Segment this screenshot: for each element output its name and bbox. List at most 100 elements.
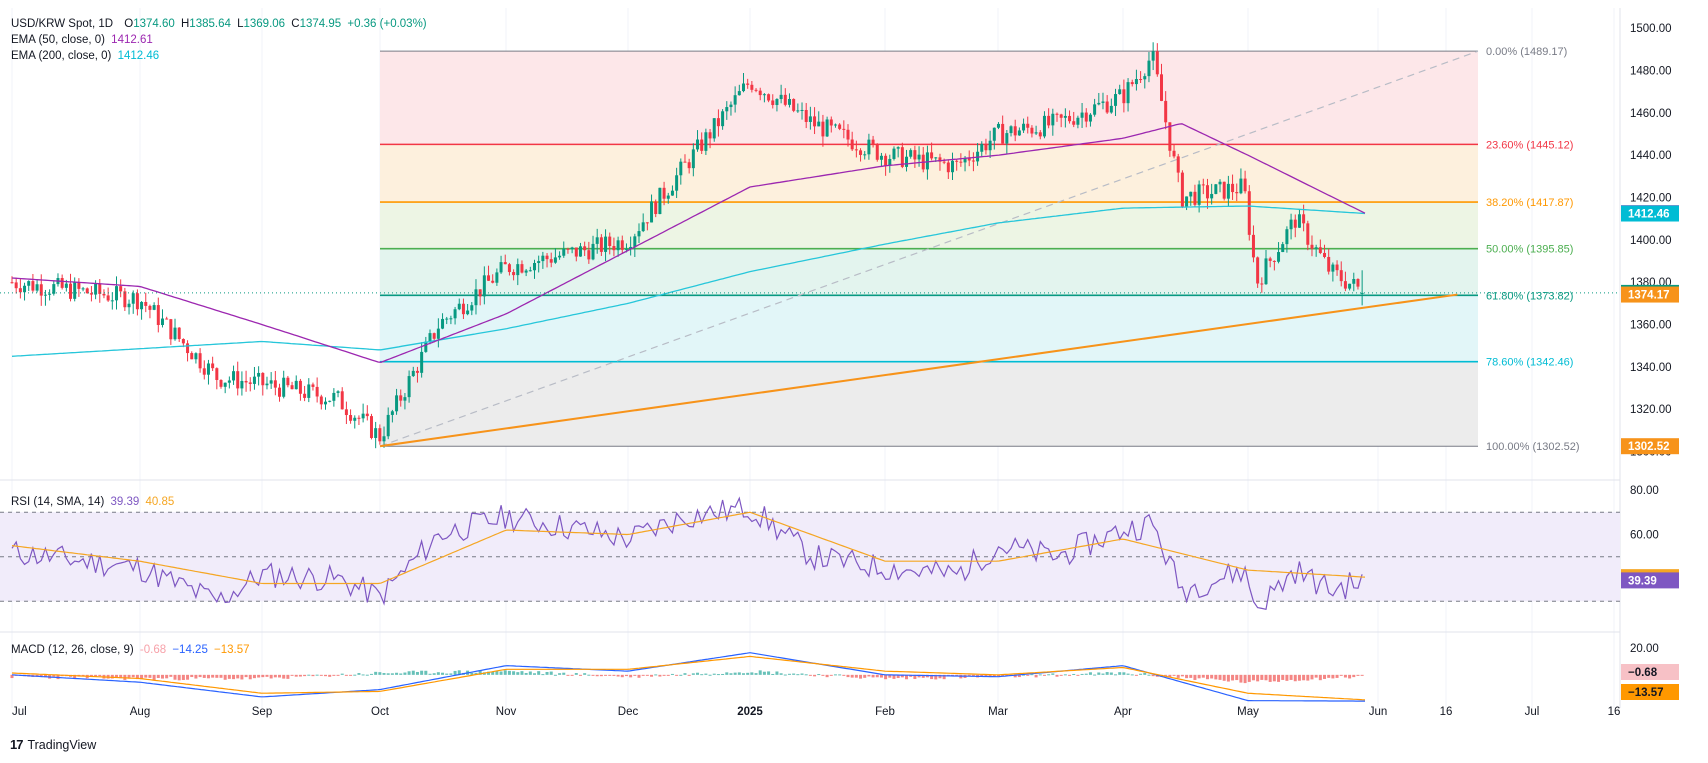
macd-histogram-bar	[248, 674, 252, 680]
candle-body	[650, 201, 654, 223]
macd-histogram-bar	[94, 674, 98, 677]
candle-body	[428, 333, 432, 342]
candle-body	[27, 281, 31, 286]
macd-histogram-bar	[194, 674, 198, 679]
candle-body	[624, 248, 628, 250]
macd-histogram-bar	[407, 671, 411, 675]
candle-body	[587, 250, 591, 260]
macd-histogram-bar	[825, 674, 829, 678]
macd-histogram-bar	[1063, 674, 1067, 676]
macd-histogram-bar	[374, 671, 378, 675]
tradingview-brand[interactable]: 17 TradingView	[10, 737, 96, 752]
support-trendline	[379, 293, 1458, 448]
candle-body	[1034, 132, 1038, 134]
macd-histogram-bar	[1306, 674, 1310, 681]
macd-histogram-bar	[148, 674, 152, 678]
candle-body	[1335, 264, 1339, 271]
macd-histogram-bar	[599, 674, 603, 677]
candle-body	[1201, 184, 1205, 186]
candle-body	[18, 288, 22, 293]
rsi-legend[interactable]: RSI (14, SMA, 14) 39.39 40.85	[11, 495, 174, 509]
macd-histogram-bar	[754, 673, 758, 675]
candle-body	[541, 255, 545, 262]
date-axis-tick: Dec	[618, 706, 639, 718]
macd-histogram-bar	[888, 674, 892, 678]
candle-body	[1264, 258, 1268, 285]
macd-histogram-bar	[1302, 674, 1306, 681]
macd-histogram-bar	[1297, 674, 1301, 681]
candle-body	[453, 309, 457, 319]
candle-body	[1339, 270, 1343, 282]
candle-body	[311, 384, 315, 387]
macd-histogram-bar	[449, 673, 453, 675]
macd-histogram-bar	[265, 674, 269, 677]
macd-histogram-bar	[604, 674, 608, 676]
candle-body	[378, 428, 382, 442]
fib-zone-5	[380, 361, 1478, 447]
candle-body	[549, 259, 553, 263]
candle-body	[236, 371, 240, 389]
macd-legend[interactable]: MACD (12, 26, close, 9) -0.68 −14.25 −13…	[11, 643, 250, 657]
macd-histogram-bar	[813, 674, 817, 677]
candle-body	[1005, 133, 1009, 144]
macd-histogram-bar	[298, 674, 302, 677]
candle-body	[666, 195, 670, 199]
candle-body	[461, 303, 465, 315]
candle-body	[1001, 123, 1005, 144]
candle-body	[996, 123, 1000, 128]
symbol-title[interactable]: USD/KRW Spot, 1D	[11, 18, 114, 30]
macd-histogram-bar	[1168, 674, 1172, 678]
candle-body	[1088, 114, 1092, 122]
macd-histogram-bar	[1272, 674, 1276, 682]
macd-price-label: −0.68	[1628, 667, 1658, 679]
ema200-label: EMA (200, close, 0)	[11, 50, 112, 62]
macd-histogram-bar	[173, 674, 177, 680]
macd-histogram-bar	[290, 674, 294, 676]
candle-body	[917, 154, 921, 160]
macd-histogram-bar	[328, 674, 332, 677]
candle-body	[48, 293, 52, 295]
candle-body	[1247, 191, 1251, 235]
macd-histogram-bar	[595, 674, 599, 677]
candle-body	[482, 275, 486, 297]
rsi-price-label-bg	[1621, 572, 1679, 589]
candle-body	[1013, 126, 1017, 136]
candle-body	[1360, 292, 1364, 294]
macd-histogram-bar	[403, 672, 407, 675]
candle-body	[1222, 181, 1226, 199]
candle-body	[156, 305, 160, 326]
candle-body	[520, 264, 524, 273]
macd-histogram-bar	[570, 674, 574, 676]
rsi-sma-line	[11, 511, 1366, 585]
candle-body	[783, 94, 787, 105]
open-label: O	[124, 18, 134, 30]
candle-body	[215, 368, 219, 380]
high-label: H	[180, 18, 190, 30]
ema200-legend[interactable]: EMA (200, close, 0) 1412.46	[11, 49, 159, 63]
candle-body	[240, 380, 244, 389]
macd-histogram-bar	[223, 674, 227, 680]
ema50-legend[interactable]: EMA (50, close, 0) 1412.61	[11, 33, 153, 47]
macd-histogram-bar	[1343, 674, 1347, 678]
candle-body	[796, 110, 800, 112]
candle-body	[679, 161, 683, 176]
candle-body	[846, 129, 850, 140]
macd-histogram-bar	[1222, 674, 1226, 681]
date-axis-tick: Jul	[12, 706, 27, 718]
candle-body	[867, 139, 871, 155]
macd-histogram-bar	[1243, 674, 1247, 684]
candle-body	[863, 154, 867, 156]
date-axis-tick: Jul	[1525, 706, 1540, 718]
macd-histogram-bar	[110, 674, 114, 679]
candle-body	[779, 94, 783, 100]
change-value: +0.36 (+0.03%)	[347, 18, 427, 30]
macd-histogram-bar	[470, 672, 474, 675]
candle-body	[1260, 283, 1264, 285]
candle-body	[608, 236, 612, 247]
macd-histogram-bar	[842, 674, 846, 676]
macd-histogram-bar	[436, 672, 440, 675]
date-axis-tick: Sep	[252, 706, 272, 718]
macd-histogram-bar	[386, 673, 390, 675]
ema50-line	[11, 123, 1366, 363]
